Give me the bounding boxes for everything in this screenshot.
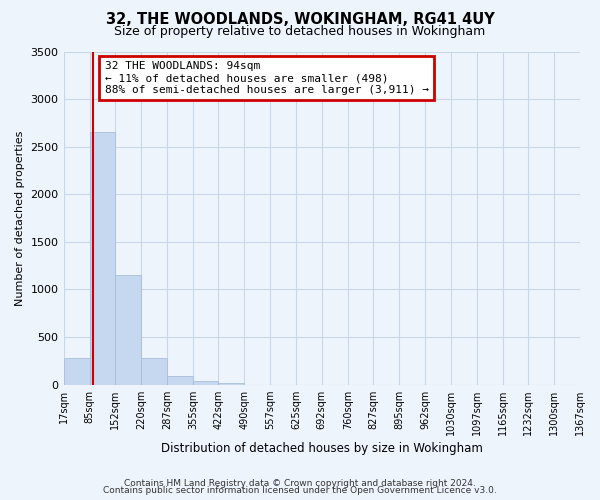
- Text: 32, THE WOODLANDS, WOKINGHAM, RG41 4UY: 32, THE WOODLANDS, WOKINGHAM, RG41 4UY: [106, 12, 494, 28]
- Bar: [141, 358, 167, 384]
- Y-axis label: Number of detached properties: Number of detached properties: [15, 130, 25, 306]
- Bar: [115, 275, 141, 384]
- Bar: [193, 381, 218, 384]
- X-axis label: Distribution of detached houses by size in Wokingham: Distribution of detached houses by size …: [161, 442, 483, 455]
- Bar: [218, 383, 244, 384]
- Text: 32 THE WOODLANDS: 94sqm
← 11% of detached houses are smaller (498)
88% of semi-d: 32 THE WOODLANDS: 94sqm ← 11% of detache…: [105, 62, 429, 94]
- Text: Contains HM Land Registry data © Crown copyright and database right 2024.: Contains HM Land Registry data © Crown c…: [124, 478, 476, 488]
- Bar: [89, 132, 115, 384]
- Bar: [167, 376, 193, 384]
- Bar: [64, 358, 89, 384]
- Text: Size of property relative to detached houses in Wokingham: Size of property relative to detached ho…: [115, 25, 485, 38]
- Text: Contains public sector information licensed under the Open Government Licence v3: Contains public sector information licen…: [103, 486, 497, 495]
